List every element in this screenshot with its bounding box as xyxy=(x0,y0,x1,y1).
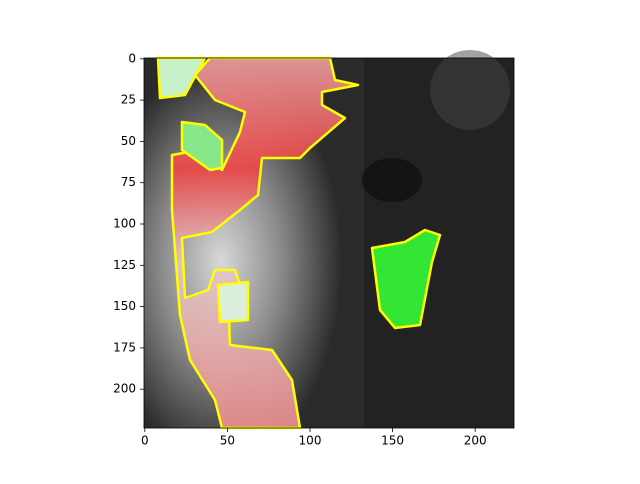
y-tick-label: 150 xyxy=(113,299,136,313)
x-tick-label: 50 xyxy=(220,434,235,448)
y-tick-label: 0 xyxy=(128,51,136,65)
y-tick-label: 125 xyxy=(113,258,136,272)
x-tick-label: 150 xyxy=(381,434,404,448)
red-region xyxy=(172,58,358,428)
y-tick-label: 50 xyxy=(121,134,136,148)
pale-region xyxy=(216,280,250,324)
x-tick-label: 0 xyxy=(141,434,149,448)
y-tick-label: 100 xyxy=(113,217,136,231)
y-tick-label: 175 xyxy=(113,340,136,354)
y-tick-label: 75 xyxy=(121,175,136,189)
green-region xyxy=(370,228,442,330)
axes-frame xyxy=(143,57,515,429)
y-tick-label: 25 xyxy=(121,93,136,107)
image xyxy=(144,50,514,430)
eye-shadow xyxy=(362,158,422,202)
green-region xyxy=(180,120,224,172)
forehead-shade xyxy=(430,50,510,130)
x-tick-label: 100 xyxy=(299,434,322,448)
x-tick-label: 200 xyxy=(464,434,487,448)
y-tick-label: 200 xyxy=(113,382,136,396)
